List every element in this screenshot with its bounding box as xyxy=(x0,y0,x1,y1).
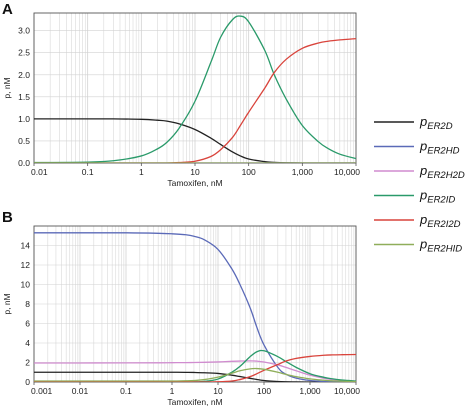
panel-a-ytick-label: 2.0 xyxy=(18,70,30,80)
panel-a-x-axis-title: Tamoxifen, nM xyxy=(167,178,222,188)
panel-b-ytick-label: 0 xyxy=(25,377,30,387)
legend-label: pER2HD xyxy=(419,139,460,157)
legend-label: pER2ID xyxy=(419,188,455,206)
panel-b: B 0.001 0.01 0.1 1 10 100 1,000 10,000 0 2 4 6 8 10 12… xyxy=(2,209,360,407)
panel-a-xtick-label: 1 xyxy=(139,167,144,177)
panel-b-ytick-label: 4 xyxy=(25,338,30,348)
legend-item-p-e-r2-d: pER2D xyxy=(374,114,453,132)
panel-b-xtick-label: 0.01 xyxy=(72,386,89,396)
panel-b-series-p-e-r2-d xyxy=(34,371,356,382)
legend-label: pER2D xyxy=(419,114,453,132)
panel-b-plot: 0.001 0.01 0.1 1 10 100 1,000 10,000 0 2 4 6 8 10 12 14… xyxy=(2,225,360,407)
panel-b-xtick-label: 1 xyxy=(170,386,175,396)
panel-a: A 0.01 0.1 1 10 100 1,000 10,000 0.0 0.5 1.0 1.5 2.… xyxy=(2,1,360,188)
legend-item-p-e-r2-h-i-d: pER2HID xyxy=(374,237,462,255)
panel-b-y-axis-title: p, nM xyxy=(2,293,12,314)
panel-a-grid xyxy=(33,13,356,164)
panel-a-ytick-label: 0.0 xyxy=(18,158,30,168)
panel-a-series-group xyxy=(34,15,356,163)
panel-a-series-p-e-r2-i-d xyxy=(34,15,356,163)
panel-b-series-group xyxy=(34,232,356,382)
legend-item-p-e-r2-i-d: pER2ID xyxy=(374,188,455,206)
panel-b-ytick-label: 12 xyxy=(21,260,31,270)
panel-a-series-p-e-r2-d xyxy=(34,118,356,163)
legend-label: pER2H2D xyxy=(419,163,465,181)
panel-b-xtick-label: 0.1 xyxy=(120,386,132,396)
panel-b-series-p-e-r2-h-i-d xyxy=(34,367,356,382)
panel-b-ytick-label: 6 xyxy=(25,319,30,329)
panel-a-ytick-label: 2.5 xyxy=(18,48,30,58)
panel-b-xtick-label: 0.001 xyxy=(31,386,53,396)
panel-a-ytick-label: 1.0 xyxy=(18,114,30,124)
panel-b-series-p-e-r2-i2-d xyxy=(34,353,356,382)
panel-a-series-p-e-r2-i2-d xyxy=(34,37,356,163)
panel-a-xtick-label: 100 xyxy=(242,167,256,177)
panel-a-ytick-label: 0.5 xyxy=(18,136,30,146)
panel-a-xtick-label: 0.01 xyxy=(31,167,48,177)
panel-a-xtick-label: 0.1 xyxy=(82,167,94,177)
panel-b-ytick-label: 2 xyxy=(25,358,30,368)
panel-b-xtick-label: 1,000 xyxy=(299,386,321,396)
legend-item-p-e-r2-h-d: pER2HD xyxy=(374,139,460,157)
panel-a-label: A xyxy=(2,1,13,18)
panel-b-ytick-label: 14 xyxy=(21,241,31,251)
panel-b-ytick-label: 8 xyxy=(25,299,30,309)
panel-b-xtick-label: 10,000 xyxy=(334,386,360,396)
legend: pER2D pER2HD pER2H2D pER2ID pER2I2D pER2HID xyxy=(374,114,465,255)
panel-a-xtick-label: 1,000 xyxy=(292,167,314,177)
panel-a-xtick-label: 10 xyxy=(190,167,200,177)
legend-item-p-e-r2-h2-d: pER2H2D xyxy=(374,163,465,181)
panel-a-y-axis-title: p, nM xyxy=(2,77,12,98)
legend-label: pER2HID xyxy=(419,237,462,255)
panel-b-x-axis-title: Tamoxifen, nM xyxy=(167,397,222,407)
panel-b-xtick-label: 10 xyxy=(213,386,223,396)
panel-b-xtick-label: 100 xyxy=(257,386,271,396)
panel-b-series-p-e-r2-h-d xyxy=(34,232,356,382)
panel-a-ytick-label: 1.5 xyxy=(18,92,30,102)
panel-b-ytick-label: 10 xyxy=(21,280,31,290)
panel-b-series-p-e-r2-i-d xyxy=(34,349,356,382)
legend-item-p-e-r2-i2-d: pER2I2D xyxy=(374,212,461,230)
legend-label: pER2I2D xyxy=(419,212,461,230)
panel-a-xtick-label: 10,000 xyxy=(334,167,360,177)
panel-a-ytick-label: 3.0 xyxy=(18,26,30,36)
panel-b-label: B xyxy=(2,209,13,226)
panel-a-plot: 0.01 0.1 1 10 100 1,000 10,000 0.0 0.5 1.0 1.5 2.0 2… xyxy=(2,12,360,188)
